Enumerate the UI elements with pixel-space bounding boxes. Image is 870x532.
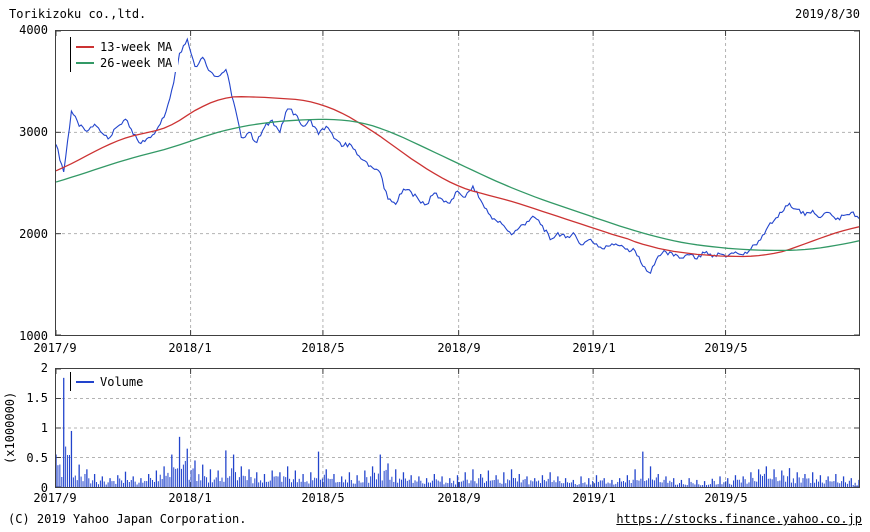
- x-axis-label: 2018/1: [168, 341, 212, 355]
- volume-y-axis-label: 2: [40, 361, 48, 375]
- x-axis-label: 2019/5: [704, 491, 748, 505]
- x-axis-label: 2018/9: [437, 341, 481, 355]
- x-axis-label: 2018/1: [168, 491, 212, 505]
- volume-chart-legend: Volume: [70, 372, 150, 391]
- x-axis-label: 2017/9: [33, 341, 77, 355]
- price-chart: 13-week MA 26-week MA: [55, 30, 860, 336]
- source-url-link[interactable]: https://stocks.finance.yahoo.co.jp: [616, 512, 862, 526]
- x-axis-label: 2018/5: [301, 491, 345, 505]
- volume-y-axis-label: 1.5: [26, 391, 48, 405]
- price-y-axis-label: 2000: [19, 227, 48, 241]
- volume-legend-label: Volume: [100, 374, 144, 389]
- price-y-axis-label: 4000: [19, 23, 48, 37]
- legend-item-26-week-ma: 26-week MA: [76, 55, 172, 70]
- company-name: Torikizoku co.,ltd.: [9, 7, 147, 21]
- volume-y-axis-label: 0.5: [26, 451, 48, 465]
- price-y-axis-label: 3000: [19, 125, 48, 139]
- volume-line-swatch: [76, 380, 94, 383]
- ma13-legend-label: 13-week MA: [100, 39, 173, 54]
- x-axis-label: 2019/5: [704, 341, 748, 355]
- x-axis-label: 2018/5: [301, 341, 345, 355]
- ma26-line-swatch: [76, 61, 94, 64]
- price-chart-plot: [56, 31, 859, 335]
- x-axis-label: 2019/1: [572, 491, 616, 505]
- price-y-axis-label: 1000: [19, 329, 48, 343]
- legend-item-13-week-ma: 13-week MA: [76, 39, 172, 54]
- x-axis-label: 2018/9: [437, 491, 481, 505]
- volume-y-axis-label: 1: [40, 421, 48, 435]
- legend-item-volume: Volume: [76, 374, 143, 389]
- copyright-text: (C) 2019 Yahoo Japan Corporation.: [8, 512, 247, 526]
- x-axis-label: 2017/9: [33, 491, 77, 505]
- ma13-line-swatch: [76, 45, 94, 48]
- chart-date: 2019/8/30: [794, 7, 860, 21]
- ma26-legend-label: 26-week MA: [100, 55, 173, 70]
- volume-chart: Volume: [55, 368, 860, 488]
- price-chart-legend: 13-week MA 26-week MA: [70, 37, 179, 72]
- volume-chart-plot: [56, 369, 859, 487]
- x-axis-label: 2019/1: [572, 341, 616, 355]
- volume-y-axis-label: 0: [40, 481, 48, 495]
